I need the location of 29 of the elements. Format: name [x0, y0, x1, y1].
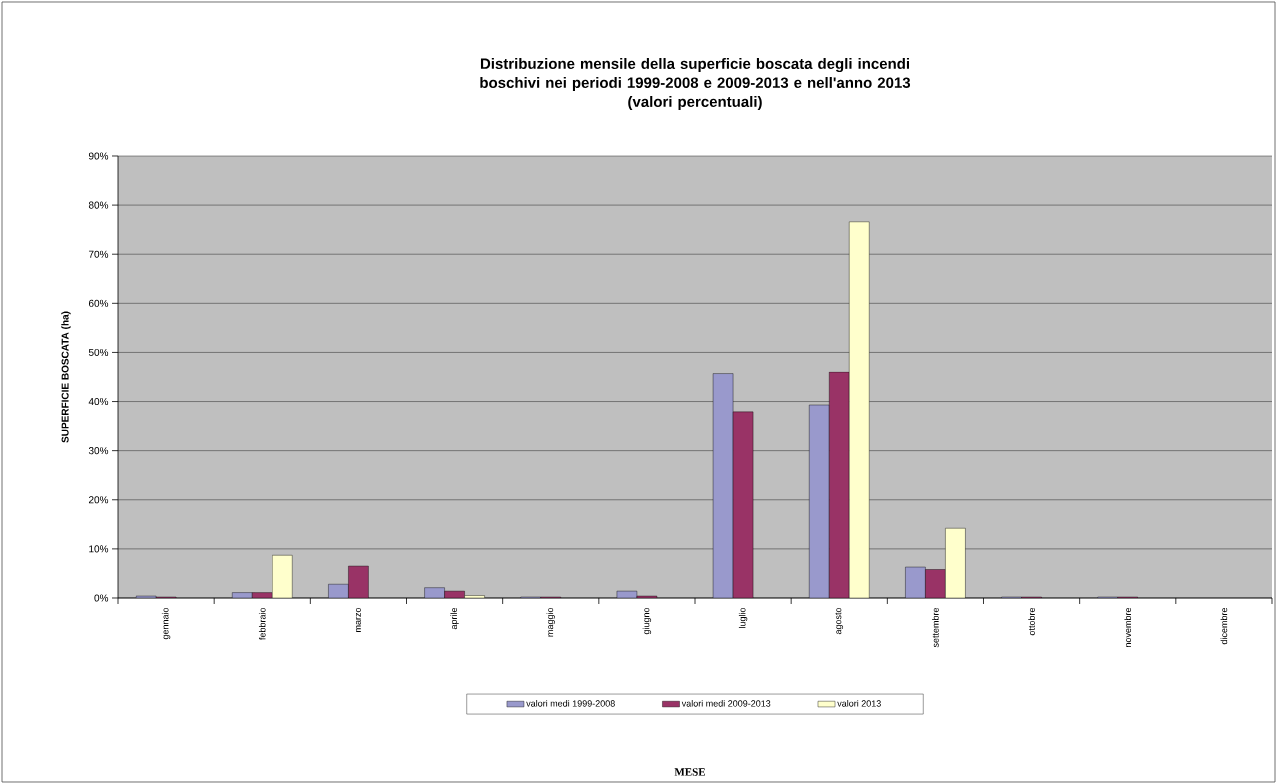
- x-tick-label: dicembre: [1220, 607, 1228, 645]
- legend-label: valori medi 2009-2013: [681, 700, 771, 707]
- x-tick-label: gennaio: [161, 607, 171, 640]
- y-tick-label: 60%: [88, 299, 109, 307]
- y-tick-label: 30%: [88, 447, 109, 455]
- y-tick-label: 70%: [88, 250, 109, 258]
- y-tick-label: 50%: [88, 348, 109, 356]
- x-tick-label: luglio: [738, 607, 748, 628]
- x-tick-label: marzo: [355, 607, 361, 632]
- y-axis-title: SUPERFICIE BOSCATA (ha): [61, 311, 71, 443]
- y-tick-label: 10%: [89, 545, 109, 553]
- y-tick-label: 40%: [88, 398, 109, 406]
- legend-label: valori medi 1999-2008: [526, 700, 615, 707]
- x-tick-label: giugno: [642, 607, 652, 635]
- y-tick-label: 0%: [94, 594, 109, 602]
- chart-title: Distribuzione mensile della superficie boscata degli incendi boschivi nei periodi 1999-2008 e 2009-2013 e nell'anno 2013: [480, 58, 911, 91]
- x-tick-label: febbraio: [258, 607, 266, 640]
- x-tick-label: novembre: [1124, 607, 1132, 647]
- y-tick-label: 90%: [88, 152, 109, 160]
- chart-subtitle: (valori percentuali): [628, 96, 762, 110]
- x-tick-label: aprile: [450, 607, 459, 630]
- x-tick-label: ottobre: [1028, 607, 1035, 636]
- y-tick-label: 20%: [88, 496, 109, 504]
- x-tick-label: maggio: [546, 607, 555, 637]
- legend-label: valori 2013: [837, 700, 881, 707]
- x-tick-label: settembre: [932, 607, 939, 648]
- y-tick-label: 80%: [88, 201, 109, 209]
- x-tick-label: agosto: [835, 607, 844, 635]
- text: MESE: [674, 768, 706, 776]
